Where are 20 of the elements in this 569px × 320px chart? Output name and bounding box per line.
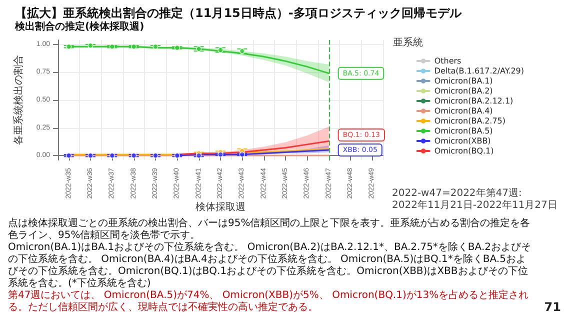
legend-label: Others xyxy=(434,56,462,66)
text: 71 xyxy=(544,300,561,314)
text: Omicron(BA.1)はBA.1およびその下位系統を含む。 Omicron(BA.2)はBA.2.12.1*、BA.2.75*を除くBA.2およびその下位系統を含む。 Omicron(BA.4)はBA.4およびその下位系統を含む。 Omicron(BA.5)はBQ.1*を除くBA.5およびその下位系統を含む。Omicron(BQ.1)はBQ.1およびその下位系統を含む。Omicron(XBB)はXBBおよびその下位系統を含む。(*下位系統を含む) xyxy=(8,242,532,290)
legend-label: Omicron(BA.2.12.1) xyxy=(434,96,514,106)
chart-subtitle: 検出割合の推定(検体採取週) xyxy=(14,20,144,32)
text: 第47週においては、 Omicron(BA.5)が74%、 Omicron(XBB)が5%、 Omicron(BQ.1)が13%を占めると推定される。ただし信頼区間が広く、現時点では不確実性の高い推定である。 xyxy=(8,290,530,314)
legend-label: Omicron(BA.2.75) xyxy=(434,116,506,126)
legend-label: Omicron(BA.2) xyxy=(434,86,493,96)
x-axis-title: 検体採取週 xyxy=(196,201,246,214)
legend-label: Omicron(XBB) xyxy=(434,136,491,146)
chart-title: 【拡大】亜系統検出割合の推定（11月15日時点）-多項ロジスティック回帰モデル xyxy=(15,6,462,20)
text: 点は検体採取週ごとの亜系統の検出割合、バーは95%信頼区間の上限と下限を表す。亜系統が占める割合の推定を各色ライン、95%信頼区間を淡色帯で示す。 xyxy=(8,218,532,242)
y-axis-title: 各亜系統検出の割合 xyxy=(12,55,24,145)
legend-label: Delta(B.1.617.2/AY.29) xyxy=(434,66,524,76)
legend-label: Omicron(BA.5) xyxy=(434,126,493,136)
legend-label: Omicron(BA.1) xyxy=(434,76,493,86)
legend-label: Omicron(BQ.1) xyxy=(434,146,494,156)
legend-label: Omicron(BA.4) xyxy=(434,106,493,116)
legend-title: 亜系統 xyxy=(393,36,423,48)
text: 2022-w47=2022年第47週: 2022年11月21日-2022年11月27日 xyxy=(392,188,558,212)
